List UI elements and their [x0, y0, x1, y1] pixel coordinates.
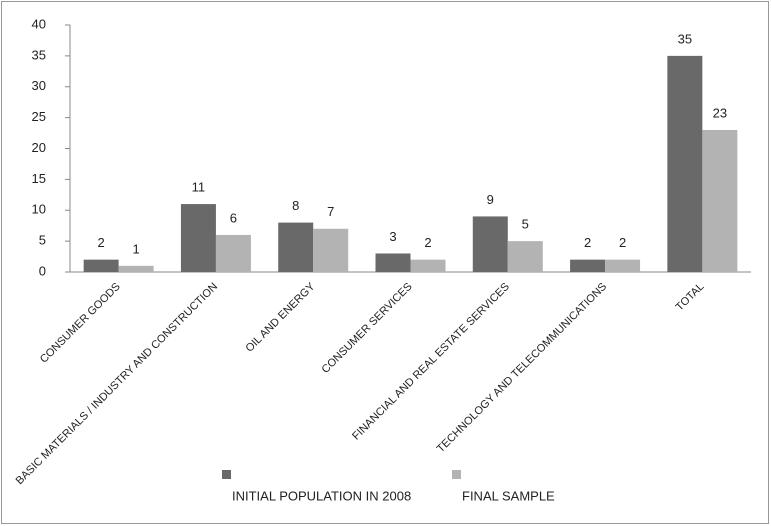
y-tick-label: 15 — [32, 171, 46, 186]
value-label: 2 — [619, 235, 626, 250]
bar — [313, 228, 349, 272]
y-tick-label: 5 — [39, 233, 46, 248]
bar — [118, 265, 154, 272]
y-tick-label: 35 — [32, 47, 46, 62]
bar — [507, 241, 543, 272]
bar — [375, 253, 411, 272]
y-tick-label: 40 — [32, 16, 46, 31]
y-tick-label: 25 — [32, 109, 46, 124]
legend-label: INITIAL POPULATION IN 2008 — [232, 488, 411, 503]
legend-swatch — [222, 470, 231, 479]
bar — [702, 129, 738, 272]
value-label: 2 — [584, 235, 591, 250]
legend-label: FINAL SAMPLE — [462, 488, 555, 503]
y-tick-label: 0 — [39, 263, 46, 278]
bar — [605, 259, 641, 272]
legend-swatch — [452, 470, 461, 479]
value-label: 7 — [327, 204, 334, 219]
bar — [472, 216, 508, 272]
bar — [278, 222, 314, 272]
y-tick-label: 10 — [32, 202, 46, 217]
value-label: 9 — [487, 192, 494, 207]
value-label: 23 — [713, 105, 727, 120]
bar — [410, 259, 446, 272]
value-label: 6 — [230, 210, 237, 225]
value-label: 2 — [424, 235, 431, 250]
bar — [180, 204, 216, 272]
bar — [667, 55, 703, 272]
value-label: 3 — [389, 229, 396, 244]
value-label: 11 — [192, 180, 206, 195]
bar — [83, 259, 119, 272]
value-label: 5 — [522, 217, 529, 232]
y-tick-label: 20 — [32, 140, 46, 155]
bar — [570, 259, 606, 272]
value-label: 2 — [98, 235, 105, 250]
y-tick-label: 30 — [32, 78, 46, 93]
value-label: 8 — [292, 198, 299, 213]
value-label: 1 — [133, 241, 140, 256]
bar — [215, 234, 251, 272]
value-label: 35 — [678, 31, 692, 46]
